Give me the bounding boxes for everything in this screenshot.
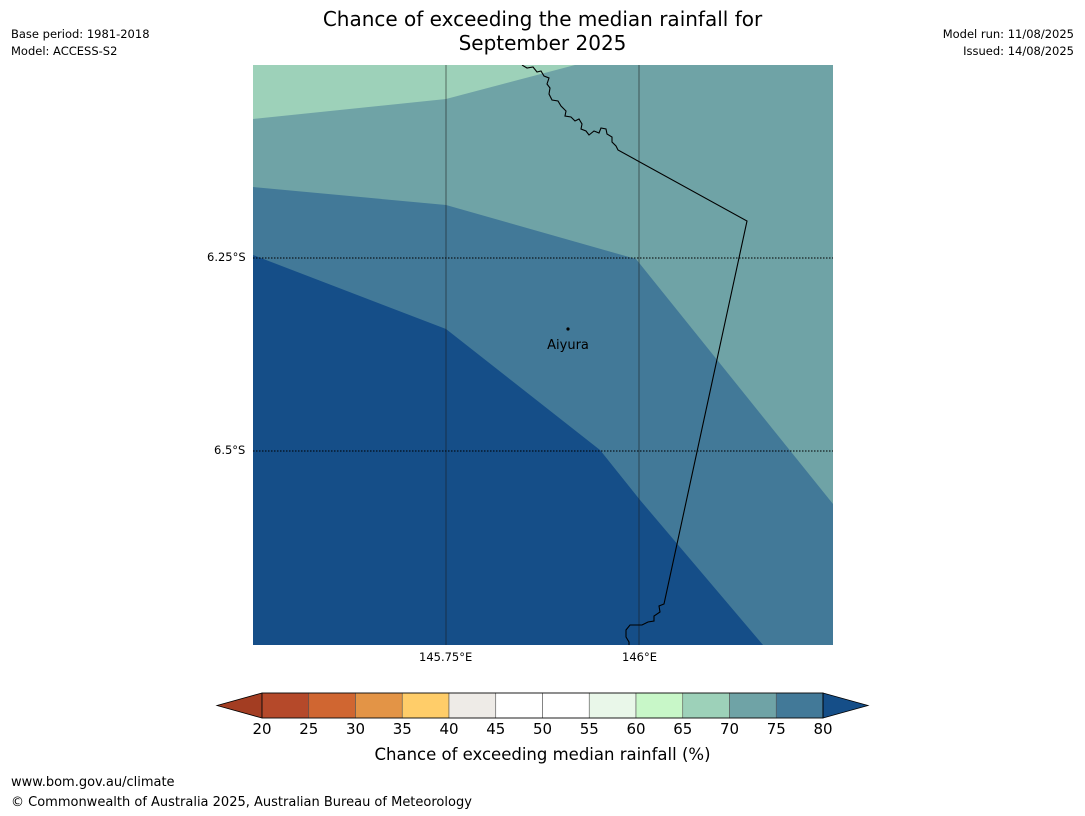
colorbar-extend-low	[215, 692, 263, 719]
title-line-1: Chance of exceeding the median rainfall …	[322, 7, 763, 31]
chart-title: Chance of exceeding the median rainfall …	[240, 7, 845, 55]
footer-copyright: © Commonwealth of Australia 2025, Austra…	[11, 795, 472, 810]
aiyura-marker	[566, 327, 570, 331]
colorbar-tick-label: 55	[579, 720, 599, 738]
model-run-text: Model run: 11/08/2025	[942, 27, 1074, 41]
colorbar-segment	[308, 692, 356, 719]
lon-label-146: 146°E	[622, 650, 657, 664]
colorbar-tick-label: 65	[673, 720, 693, 738]
meta-right: Model run: 11/08/2025 Issued: 14/08/2025	[943, 26, 1074, 60]
colorbar-tick-label: 75	[766, 720, 786, 738]
lat-label-6-25: 6.25°S	[207, 250, 246, 264]
colorbar-extend-high	[822, 692, 870, 719]
colorbar-segment	[775, 692, 824, 719]
colorbar-tick-label: 30	[345, 720, 366, 738]
colorbar-segment	[588, 692, 637, 719]
colorbar-tick-label: 45	[486, 720, 506, 738]
colorbar-segment	[355, 692, 403, 719]
colorbar-segment	[682, 692, 730, 719]
colorbar	[215, 692, 870, 719]
colorbar-tick-label: 80	[813, 720, 833, 738]
colorbar-tick-label: 40	[439, 720, 459, 738]
issued-text: Issued: 14/08/2025	[963, 44, 1074, 58]
lon-label-145-75: 145.75°E	[419, 650, 473, 664]
place-label-aiyura: Aiyura	[547, 338, 589, 353]
base-period-text: Base period: 1981-2018	[11, 27, 150, 41]
colorbar-tick-label: 50	[532, 720, 553, 738]
region-80-plus	[253, 255, 763, 645]
colorbar-segment	[729, 692, 777, 719]
map-frame: Aiyura	[253, 65, 833, 645]
colorbar-outline	[261, 692, 824, 719]
colorbar-tick-label: 35	[392, 720, 412, 738]
colorbar-segment	[401, 692, 450, 719]
meta-left: Base period: 1981-2018 Model: ACCESS-S2	[11, 26, 150, 60]
colorbar-tick-label: 25	[299, 720, 319, 738]
border-line	[521, 65, 748, 645]
colorbar-label: Chance of exceeding median rainfall (%)	[374, 745, 711, 764]
colorbar-segment	[542, 692, 590, 719]
colorbar-segment	[261, 692, 310, 719]
colorbar-segment	[495, 692, 543, 719]
colorbar-segment	[635, 692, 684, 719]
model-text: Model: ACCESS-S2	[11, 44, 118, 58]
title-line-2: September 2025	[458, 31, 627, 55]
colorbar-segment	[448, 692, 497, 719]
lat-label-6-5: 6.5°S	[214, 443, 246, 457]
colorbar-tick-label: 20	[252, 720, 272, 738]
footer-url[interactable]: www.bom.gov.au/climate	[11, 775, 175, 790]
colorbar-tick-label: 70	[719, 720, 740, 738]
colorbar-tick-label: 60	[626, 720, 646, 738]
